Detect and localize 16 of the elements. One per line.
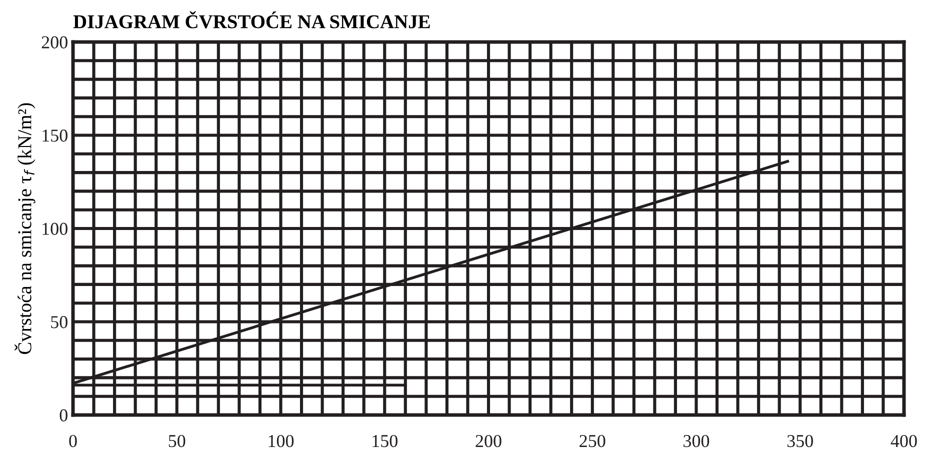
x-tick-label: 400 — [890, 434, 917, 448]
x-tick-label: 300 — [684, 434, 710, 448]
y-tick-label: 0 — [60, 409, 68, 422]
y-tick-label: 200 — [42, 36, 68, 48]
x-tick-label: 100 — [268, 434, 294, 448]
x-tick-label: 350 — [787, 434, 813, 448]
x-tick-label: 0 — [69, 434, 77, 448]
y-tick-label: 150 — [42, 130, 68, 142]
x-tick-label: 250 — [580, 434, 606, 448]
y-tick-label: 100 — [42, 222, 68, 235]
x-tick-label: 150 — [372, 434, 398, 448]
x-tick-label: 200 — [476, 434, 502, 448]
y-axis-title: Čvrstoća na smicanje τ$_{f}$ (kN/m²) — [14, 103, 36, 354]
y-tick-label: 50 — [51, 316, 68, 328]
x-tick-label: 50 — [168, 434, 186, 448]
chart-title: DIJAGRAM ČVRSTOĆE NA SMICANJE — [73, 11, 430, 28]
